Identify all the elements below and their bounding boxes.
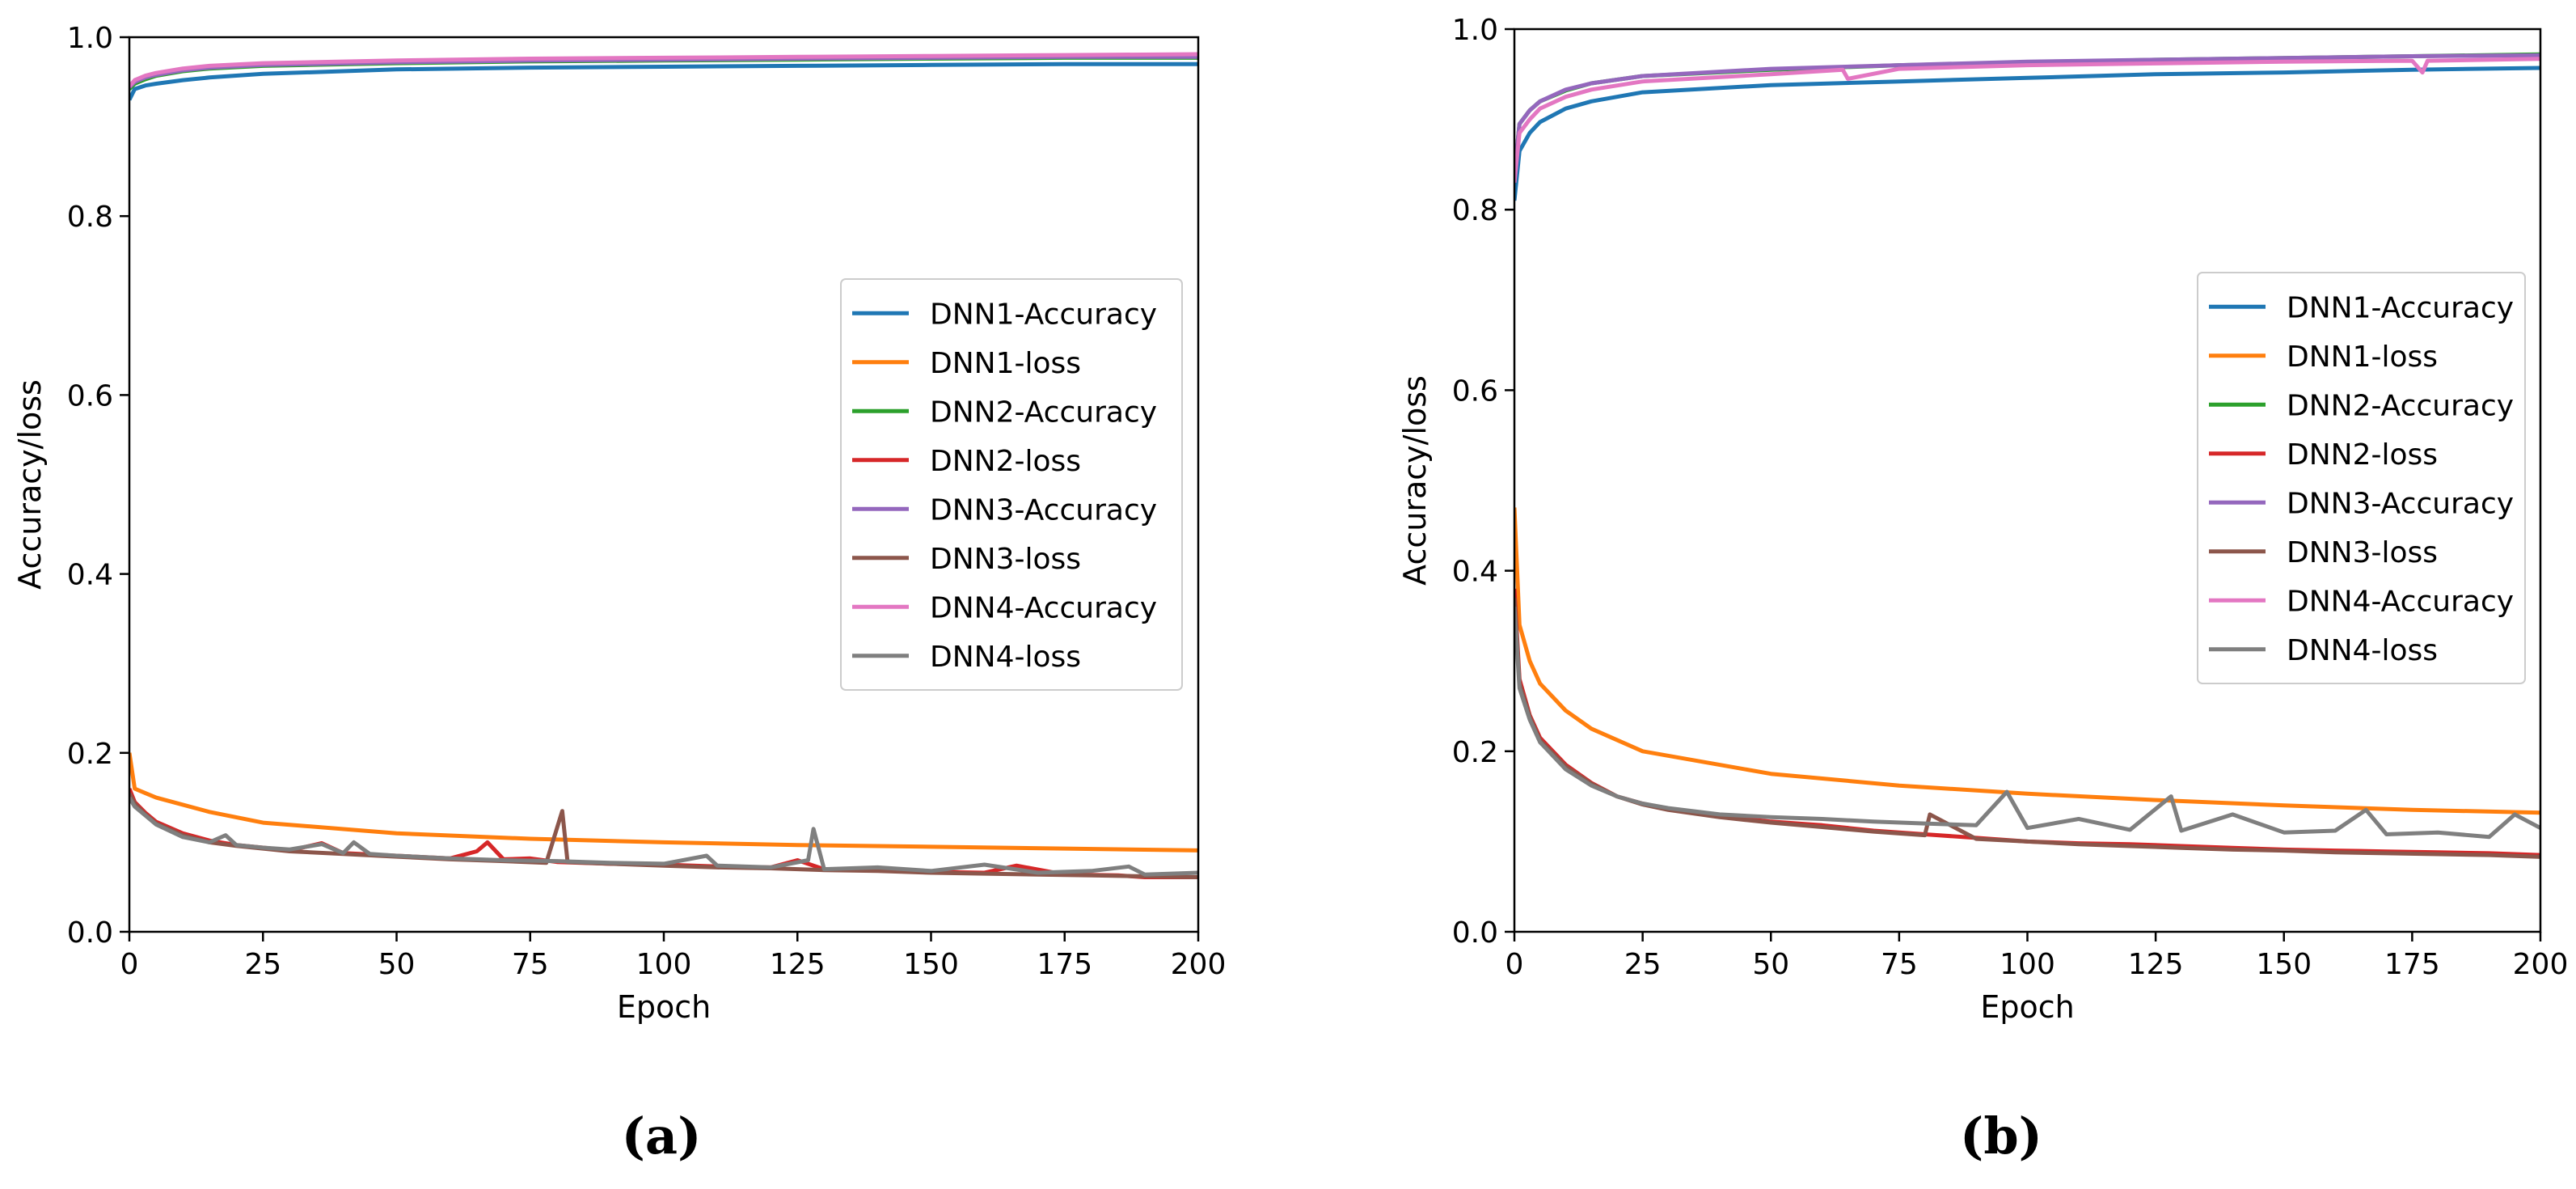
panel-b-series-line-dnn4-accuracy <box>1514 57 2540 183</box>
panel-a-x-tick-label: 150 <box>903 948 959 981</box>
panel-b-y-tick-label: 1.0 <box>1452 14 1498 47</box>
panel-b-x-tick-label: 150 <box>2256 948 2312 981</box>
panel-b-legend-label: DNN4-Accuracy <box>2287 585 2514 618</box>
panel-b-legend-box <box>2197 272 2526 684</box>
panel-b-x-tick-label: 125 <box>2128 948 2184 981</box>
chart-panel-b: 0 25 50 75 100 125 150 175 200 0.0 0.2 0.4 0.6 0.8 1.0… <box>1397 14 2568 1025</box>
panel-b-legend-label: DNN4-loss <box>2287 634 2438 667</box>
panel-b-y-tick-label: 0.8 <box>1452 194 1498 227</box>
panel-b-caption: (b) <box>1960 1106 2042 1166</box>
panel-b-x-tick-label: 175 <box>2384 948 2440 981</box>
panel-a-y-axis-label: Accuracy/loss <box>12 379 48 590</box>
panel-a-legend-label: DNN1-Accuracy <box>930 298 1157 331</box>
panel-a-y-tick-label: 1.0 <box>67 22 113 55</box>
panel-b-x-tick-label: 50 <box>1752 948 1789 981</box>
panel-b-series-line-dnn4-loss <box>1514 607 2540 840</box>
panel-a-x-tick-label: 175 <box>1037 948 1092 981</box>
panel-a-legend-label: DNN4-loss <box>930 641 1081 674</box>
panel-b-legend-label: DNN2-loss <box>2287 438 2438 472</box>
panel-a-x-tick-label: 50 <box>378 948 416 981</box>
panel-a-legend-label: DNN4-Accuracy <box>930 591 1157 624</box>
panel-a-series-line-dnn1-loss <box>129 752 1198 853</box>
panel-a-legend-label: DNN2-loss <box>930 445 1081 478</box>
panel-b-y-tick-label: 0.6 <box>1452 374 1498 408</box>
panel-b-x-axis-label: Epoch <box>1980 989 2074 1025</box>
panel-a-y-tick-label: 0.8 <box>67 201 113 234</box>
panel-a-x-tick-label: 100 <box>636 948 692 981</box>
panel-b-x-tick-label: 100 <box>2000 948 2055 981</box>
panel-a-series-line-dnn4-accuracy <box>129 52 1198 88</box>
panel-b-legend: DNN1-Accuracy DNN1-loss DNN2-Accuracy DNN2-… <box>2197 272 2526 684</box>
panel-b-y-tick-label: 0.2 <box>1452 736 1498 769</box>
panel-b-legend-label: DNN3-Accuracy <box>2287 487 2514 520</box>
panel-b-x-tick-label: 25 <box>1624 948 1662 981</box>
panel-b-y-tick-label: 0.4 <box>1452 556 1498 589</box>
panel-a-legend-label: DNN2-Accuracy <box>930 396 1157 429</box>
panel-a-legend-label: DNN1-loss <box>930 347 1081 380</box>
panel-a-x-axis-label: Epoch <box>617 989 711 1025</box>
panel-b-x-tick-label: 75 <box>1881 948 1918 981</box>
panel-a-x-tick-label: 200 <box>1171 948 1227 981</box>
panel-b-axes: 0 25 50 75 100 125 150 175 200 0.0 0.2 0.4 0.6 0.8 1.0 <box>1452 14 2569 981</box>
panel-b-y-tick-label: 0.0 <box>1452 916 1498 950</box>
panel-a-legend-box <box>840 278 1183 691</box>
panel-a-y-tick-label: 0.0 <box>67 916 113 950</box>
panel-b-series-line-dnn1-loss <box>1514 507 2540 815</box>
panel-b-x-tick-label: 200 <box>2513 948 2569 981</box>
panel-b-series-line-dnn3-accuracy <box>1514 53 2540 174</box>
panel-b-x-tick-label: 0 <box>1505 948 1524 981</box>
panel-a-series-line-dnn1-accuracy <box>129 61 1198 101</box>
panel-a-x-tick-label: 125 <box>770 948 826 981</box>
chart-panel-a: 0 25 50 75 100 125 150 175 200 0.0 0.2 0.4 0.6 0.8 1.0… <box>12 22 1226 1025</box>
panel-a-axes: 0 25 50 75 100 125 150 175 200 0.0 0.2 0.4 0.6 0.8 1.0 <box>67 22 1227 981</box>
panel-a-legend-label: DNN3-loss <box>930 543 1081 576</box>
panel-b-series <box>1514 52 2540 859</box>
panel-a-x-tick-label: 25 <box>244 948 281 981</box>
panel-b-legend-label: DNN1-Accuracy <box>2287 291 2514 324</box>
panel-a-x-tick-label: 75 <box>512 948 549 981</box>
panel-a-y-tick-label: 0.4 <box>67 559 113 592</box>
panel-b-series-line-dnn1-accuracy <box>1514 66 2540 201</box>
panel-a-caption: (a) <box>622 1106 702 1166</box>
panel-a-series-line-dnn4-loss <box>129 796 1198 877</box>
panel-a-y-tick-label: 0.2 <box>67 738 113 771</box>
panel-b-legend-label: DNN1-loss <box>2287 341 2438 374</box>
panel-b-y-axis-label: Accuracy/loss <box>1397 375 1433 586</box>
panel-a-x-tick-label: 0 <box>120 948 139 981</box>
panel-b-legend-label: DNN3-loss <box>2287 536 2438 569</box>
panel-a-y-tick-label: 0.6 <box>67 379 113 413</box>
panel-a-series <box>129 52 1198 879</box>
panel-a-legend: DNN1-Accuracy DNN1-loss DNN2-Accuracy DNN2-… <box>840 278 1183 691</box>
panel-b-legend-label: DNN2-Accuracy <box>2287 389 2514 422</box>
panel-a-legend-label: DNN3-Accuracy <box>930 493 1157 527</box>
